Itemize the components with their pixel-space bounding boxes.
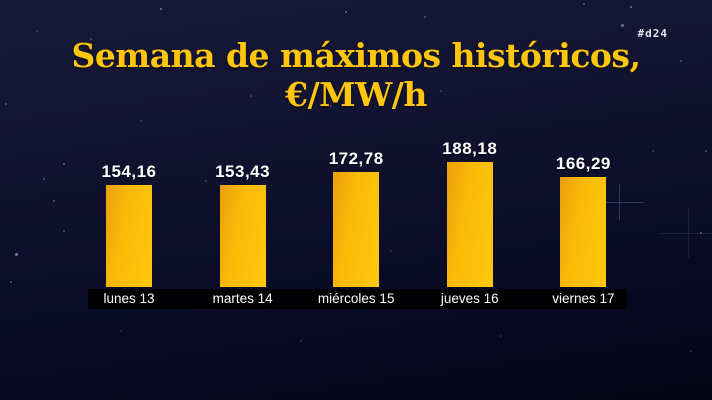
- bar-group: 154,16: [72, 162, 186, 287]
- bar-value-label: 153,43: [215, 162, 271, 181]
- bar-chart: 154,16 lunes 13 153,43 martes 14 172,78 miérc…: [72, 130, 640, 320]
- bar-group: 166,29: [526, 154, 640, 287]
- star-dot: [705, 150, 707, 152]
- bar-group: 172,78: [299, 149, 413, 287]
- bar-value-label: 166,29: [555, 154, 611, 173]
- bar: [106, 185, 152, 287]
- star-dot: [390, 250, 392, 252]
- bar-group: 153,43: [186, 162, 300, 287]
- star-glint: [660, 232, 712, 234]
- x-axis-label: miércoles 15: [317, 291, 395, 306]
- x-axis-label: jueves 16: [440, 291, 499, 306]
- x-axis-label: martes 14: [212, 291, 273, 306]
- bar: [560, 177, 607, 287]
- star-dot: [63, 163, 65, 165]
- star-dot: [300, 340, 302, 342]
- star-dot: [5, 103, 7, 105]
- star-glint: [688, 208, 689, 258]
- bar-value-label: 154,16: [101, 162, 157, 181]
- star-dot: [63, 230, 65, 232]
- star-dot: [43, 178, 45, 180]
- bar-value-label: 172,78: [328, 149, 384, 168]
- star-dot: [36, 30, 38, 32]
- chart-title: Semana de máximos históricos, €/MW/h: [71, 36, 641, 114]
- star-dot: [700, 232, 702, 234]
- star-glint: [594, 201, 644, 203]
- star-dot: [160, 8, 162, 10]
- star-dot: [424, 16, 426, 18]
- star-dot: [15, 253, 18, 256]
- star-dot: [500, 335, 502, 337]
- star-dot: [205, 180, 207, 182]
- star-glint: [618, 184, 620, 220]
- star-dot: [630, 6, 632, 8]
- star-dot: [583, 3, 585, 5]
- bar: [219, 185, 266, 287]
- star-dot: [652, 150, 654, 152]
- bar: [446, 162, 493, 287]
- bar-group: 188,18: [413, 139, 527, 287]
- x-axis-label: viernes 17: [552, 291, 615, 306]
- star-dot: [440, 90, 442, 92]
- channel-hashtag: #d24: [637, 27, 668, 40]
- star-dot: [545, 55, 547, 57]
- star-dot: [690, 350, 692, 352]
- star-dot: [680, 60, 682, 62]
- star-dot: [250, 95, 252, 97]
- x-axis-strip: [88, 289, 627, 309]
- x-axis-label: lunes 13: [103, 291, 155, 306]
- star-dot: [330, 105, 332, 107]
- star-dot: [621, 24, 624, 27]
- star-dot: [345, 11, 347, 13]
- bar-value-label: 188,18: [442, 139, 498, 158]
- star-dot: [140, 120, 142, 122]
- star-dot: [53, 200, 55, 202]
- star-dot: [90, 38, 92, 40]
- star-dot: [10, 281, 12, 283]
- bar: [333, 172, 380, 287]
- star-dot: [120, 330, 122, 332]
